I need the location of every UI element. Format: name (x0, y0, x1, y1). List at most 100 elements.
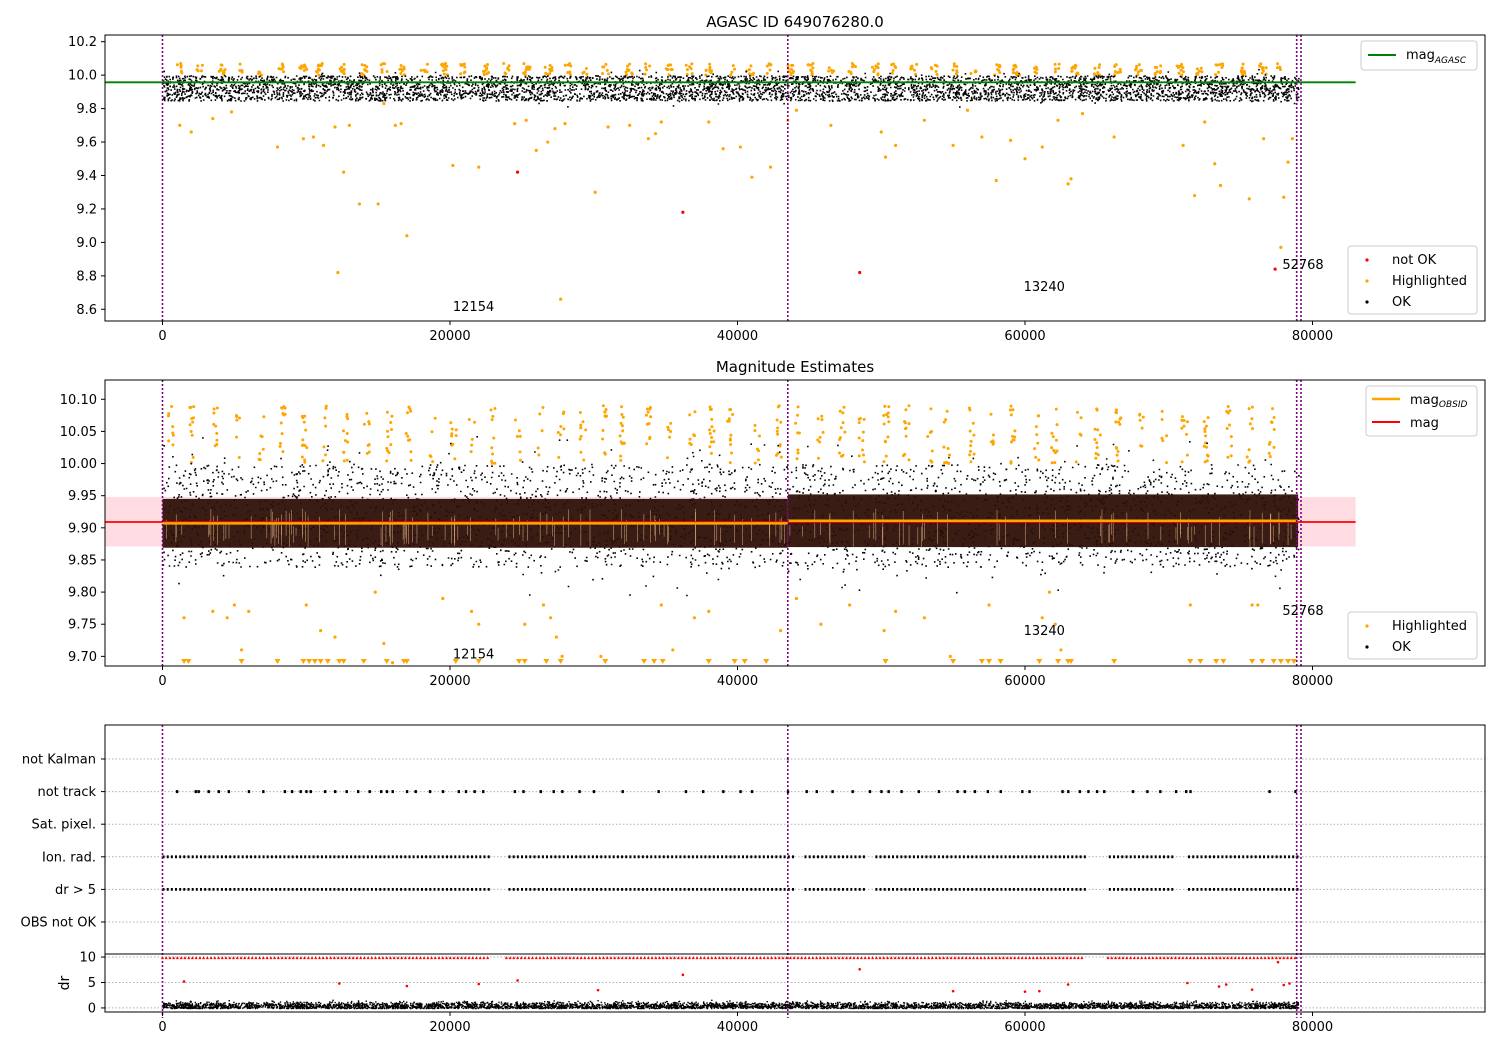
highlighted-point (1034, 455, 1038, 459)
svg-text:magAGASC: magAGASC (1406, 48, 1467, 66)
highlighted-point (1134, 67, 1138, 71)
highlighted-point (449, 421, 453, 425)
ok-points (162, 68, 1300, 108)
highlighted-point (622, 441, 626, 445)
panel1-title: AGASC ID 649076280.0 (706, 13, 884, 31)
highlighted-point (903, 420, 907, 424)
highlighted-point (1181, 66, 1185, 70)
highlighted-point (728, 461, 732, 465)
highlighted-point (380, 68, 384, 72)
clipped-low-marker (978, 659, 985, 664)
flag-mark-not-track (739, 790, 742, 794)
highlighted-point (829, 123, 833, 127)
highlighted-point (819, 622, 823, 626)
clipped-low-marker (1036, 659, 1043, 664)
highlighted-point (1114, 410, 1118, 414)
highlighted-point (951, 143, 955, 147)
highlighted-point (910, 64, 914, 68)
highlighted-point (502, 62, 506, 66)
highlighted-point (1268, 454, 1272, 458)
highlighted-point (648, 437, 652, 441)
y-tick-label: 9.6 (76, 136, 97, 151)
flag-mark-not-track (539, 790, 542, 794)
highlighted-point (879, 130, 883, 134)
highlighted-point (929, 407, 933, 411)
highlighted-point (538, 412, 542, 416)
highlighted-point (450, 434, 454, 438)
highlighted-point (523, 622, 527, 626)
highlighted-point (847, 70, 851, 74)
panel3-dr-area: 0 5 10 0 20000 40000 60000 80000 (79, 951, 1486, 1035)
highlighted-point (914, 72, 918, 76)
panel1-legend-bottom: not OK Highlighted OK (1347, 245, 1478, 315)
highlighted-point (1035, 433, 1039, 437)
legend-ok-label: OK (1392, 295, 1411, 310)
obsid-annotation: 13240 (1024, 280, 1065, 295)
highlighted-point (232, 603, 236, 607)
flag-mark-not-track (482, 790, 485, 794)
highlighted-point (653, 132, 658, 136)
highlighted-point (219, 67, 223, 71)
highlighted-point (1271, 407, 1275, 411)
highlighted-point (402, 66, 406, 70)
highlighted-point (389, 427, 393, 431)
highlighted-point (342, 170, 346, 174)
dr-not-ok-point (1288, 982, 1291, 985)
highlighted-point (765, 72, 769, 76)
highlighted-point (493, 461, 497, 465)
highlighted-point (1057, 67, 1061, 71)
highlighted-point (175, 63, 179, 67)
highlighted-point (779, 629, 783, 633)
highlighted-point (837, 451, 841, 455)
dr-not-ok-point (182, 980, 186, 983)
flag-mark-not-track (956, 790, 959, 794)
highlighted-point (712, 440, 716, 444)
highlighted-point (281, 450, 285, 454)
obsid-annotation: 52768 (1282, 258, 1323, 273)
highlighted-point (463, 65, 467, 69)
clipped-low-marker (181, 659, 188, 664)
x-tick-label: 80000 (1292, 1020, 1333, 1035)
flag-mark-not-track (900, 790, 903, 794)
highlighted-point (692, 616, 696, 620)
highlighted-point (886, 415, 890, 419)
y-tick-label: 9.95 (68, 489, 97, 504)
highlighted-point (563, 122, 567, 126)
highlighted-point (849, 72, 853, 76)
highlighted-point (451, 163, 455, 168)
highlighted-point (861, 439, 865, 443)
highlighted-point (1057, 62, 1061, 66)
highlighted-point (620, 413, 624, 417)
highlighted-point (386, 435, 390, 439)
highlighted-point (1138, 418, 1142, 422)
highlighted-point (237, 455, 241, 459)
dr-tick-label: 10 (79, 951, 96, 966)
legend-not-ok-marker (1365, 258, 1369, 262)
highlighted-point (433, 416, 437, 420)
highlighted-point (180, 71, 184, 75)
highlighted-point (1140, 69, 1144, 73)
flag-mark-not-track (380, 790, 383, 794)
highlighted-point (459, 63, 463, 67)
highlighted-point (1070, 69, 1074, 73)
panel2-legend-bottom: Highlighted OK (1347, 611, 1478, 660)
y-tick-label: 9.0 (76, 236, 97, 251)
highlighted-point (948, 654, 952, 658)
highlighted-point (382, 101, 386, 106)
highlighted-point (1229, 454, 1233, 458)
highlighted-point (753, 423, 757, 427)
highlighted-point (829, 68, 833, 72)
highlighted-point (1199, 66, 1203, 70)
highlighted-point (626, 64, 630, 68)
highlighted-point (1073, 66, 1077, 70)
highlighted-point (841, 453, 845, 457)
highlighted-point (1278, 68, 1282, 72)
highlighted-point (838, 436, 842, 440)
highlighted-point (1153, 71, 1157, 75)
highlighted-point (462, 71, 466, 75)
highlighted-point (518, 434, 522, 438)
panel1-legend-top: magAGASC (1360, 40, 1478, 71)
highlighted-point (482, 73, 486, 77)
highlighted-point (200, 63, 204, 67)
highlighted-point (710, 425, 714, 429)
